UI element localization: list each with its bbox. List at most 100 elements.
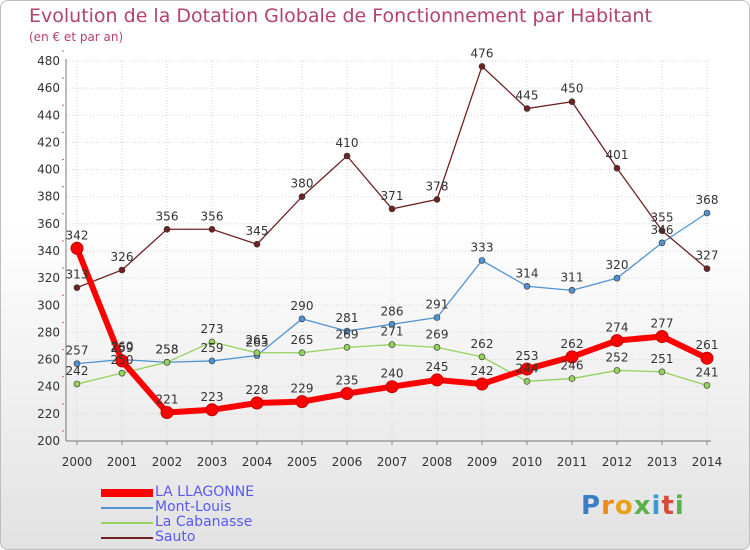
y-tick-label: 220 (37, 407, 60, 421)
data-point (163, 225, 171, 233)
series-la-cabanasse (73, 338, 711, 389)
data-label: 260 (111, 340, 134, 354)
data-label: 246 (561, 359, 584, 373)
legend: LA LLAGONNE Mont-Louis La Cabanasse Sauto (101, 484, 401, 545)
data-point (208, 338, 216, 346)
data-label: 314 (516, 266, 539, 280)
x-tick-label: 2004 (242, 455, 273, 469)
data-label: 356 (201, 209, 224, 223)
y-tick-label: 440 (37, 108, 60, 122)
data-label: 252 (606, 350, 629, 364)
logo-letter: i (674, 491, 685, 521)
x-tick-label: 2008 (422, 455, 453, 469)
y-axis-ticks: 200 220 240 260 280 300 320 340 360 380 400 420 440 4… (37, 54, 60, 448)
data-point (568, 287, 576, 294)
y-tick-label: 380 (37, 190, 60, 204)
data-point (118, 369, 126, 377)
y-tick-label: 480 (37, 54, 60, 68)
logo-letter: x (633, 491, 652, 521)
data-point (160, 406, 174, 419)
data-label: 229 (291, 382, 314, 396)
legend-item: Sauto (101, 529, 401, 545)
data-label: 244 (516, 361, 539, 375)
x-tick-label: 2003 (197, 455, 228, 469)
x-tick-label: 2005 (287, 455, 318, 469)
x-tick-label: 2001 (107, 455, 138, 469)
data-point (565, 350, 579, 364)
data-label: 258 (156, 342, 179, 356)
data-point (703, 265, 711, 272)
x-tick-label: 2006 (332, 455, 363, 469)
data-label: 320 (606, 258, 629, 272)
data-label: 241 (696, 365, 719, 379)
data-point (655, 330, 669, 343)
data-label: 410 (336, 136, 359, 150)
data-label: 371 (381, 189, 404, 203)
data-point (613, 164, 621, 172)
x-tick-label: 2014 (692, 455, 723, 469)
data-point (298, 193, 306, 201)
data-point (478, 63, 486, 70)
data-label: 380 (291, 177, 314, 191)
data-label: 269 (336, 327, 359, 341)
data-point (115, 354, 129, 368)
legend-swatch (101, 507, 153, 509)
data-point (118, 266, 126, 274)
x-tick-label: 2009 (467, 455, 498, 469)
data-point (568, 98, 576, 106)
legend-label: Sauto (155, 529, 196, 545)
data-label: 311 (561, 270, 584, 284)
data-label: 333 (471, 241, 494, 255)
y-tick-label: 260 (37, 353, 60, 367)
data-point (343, 344, 351, 351)
data-label: 262 (471, 337, 494, 351)
data-label: 356 (156, 209, 179, 223)
data-point (388, 205, 396, 213)
data-point (295, 395, 309, 409)
data-point (703, 382, 711, 389)
data-label: 313 (66, 268, 89, 282)
data-point (613, 274, 621, 282)
series-layer (70, 63, 714, 419)
logo-letter: i (651, 491, 662, 521)
data-point (73, 284, 81, 291)
data-label: 445 (516, 89, 539, 103)
data-point (475, 377, 489, 391)
data-point (610, 334, 624, 348)
data-point (343, 327, 351, 335)
data-point (253, 240, 261, 248)
data-point (658, 239, 666, 247)
logo-letter: t (661, 491, 675, 521)
data-label: 342 (66, 228, 89, 242)
data-label: 240 (381, 367, 404, 381)
legend-swatch (101, 537, 153, 539)
data-point (340, 387, 354, 400)
data-label: 250 (111, 353, 134, 367)
grid-lines (62, 50, 711, 442)
data-point (253, 349, 261, 357)
data-label: 274 (606, 321, 629, 335)
data-label: 261 (696, 338, 719, 352)
data-label: 271 (381, 325, 404, 339)
data-label: 277 (651, 317, 674, 331)
data-point (388, 320, 396, 328)
y-tick-label: 300 (37, 298, 60, 312)
legend-swatch (101, 489, 153, 497)
data-point (73, 380, 81, 388)
data-label: 290 (291, 299, 314, 313)
data-point (568, 375, 576, 382)
data-label: 281 (336, 311, 359, 325)
data-point (298, 315, 306, 323)
data-label: 345 (246, 224, 269, 238)
data-label: 221 (156, 393, 179, 407)
data-label: 242 (471, 364, 494, 378)
legend-label: Mont-Louis (155, 499, 232, 515)
data-label: 291 (426, 298, 449, 312)
legend-item: LA LLAGONNE (101, 484, 401, 500)
data-label: 265 (291, 333, 314, 347)
data-label: 257 (66, 344, 89, 358)
x-tick-label: 2012 (602, 455, 633, 469)
logo-letter: r (601, 491, 615, 521)
data-point (70, 241, 84, 255)
